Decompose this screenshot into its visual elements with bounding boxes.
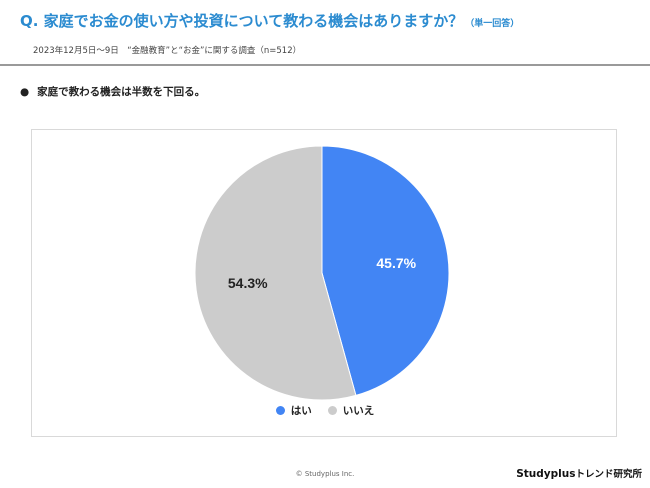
legend-label: はい (290, 405, 312, 417)
legend-swatch (275, 406, 285, 415)
legend-item-no: いいえ (327, 403, 375, 418)
brand-name: Studyplus (516, 468, 576, 480)
copyright: © Studyplus Inc. (295, 470, 355, 478)
brand-logo: Studyplusトレンド研究所 (516, 466, 642, 480)
finding: ● 家庭で教わる機会は半数を下回る。 (20, 84, 205, 99)
data-label-no: 54.3% (228, 275, 268, 291)
brand-sub: トレンド研究所 (575, 469, 642, 480)
legend-item-yes: はい (275, 403, 312, 418)
bullet-icon: ● (20, 86, 30, 98)
question-note: （単一回答） (465, 19, 520, 29)
chart-frame (31, 129, 617, 437)
legend-swatch (327, 406, 337, 415)
header-divider (0, 64, 650, 66)
legend-label: いいえ (342, 405, 375, 417)
question-text: Q. 家庭でお金の使い方や投資について教わる機会はありますか？ (20, 12, 464, 30)
pie-slice-no (194, 145, 357, 401)
finding-text: 家庭で教わる機会は半数を下回る。 (37, 86, 206, 98)
chart-legend: はい いいえ (0, 403, 650, 418)
data-label-yes: 45.7% (376, 255, 416, 271)
pie-slice-yes (321, 145, 450, 397)
survey-info: 2023年12月5日～9日 “金融教育”と“お金”に関する調査（n=512） (33, 46, 302, 56)
question-title: Q. 家庭でお金の使い方や投資について教わる機会はありますか？ （単一回答） (20, 10, 519, 31)
